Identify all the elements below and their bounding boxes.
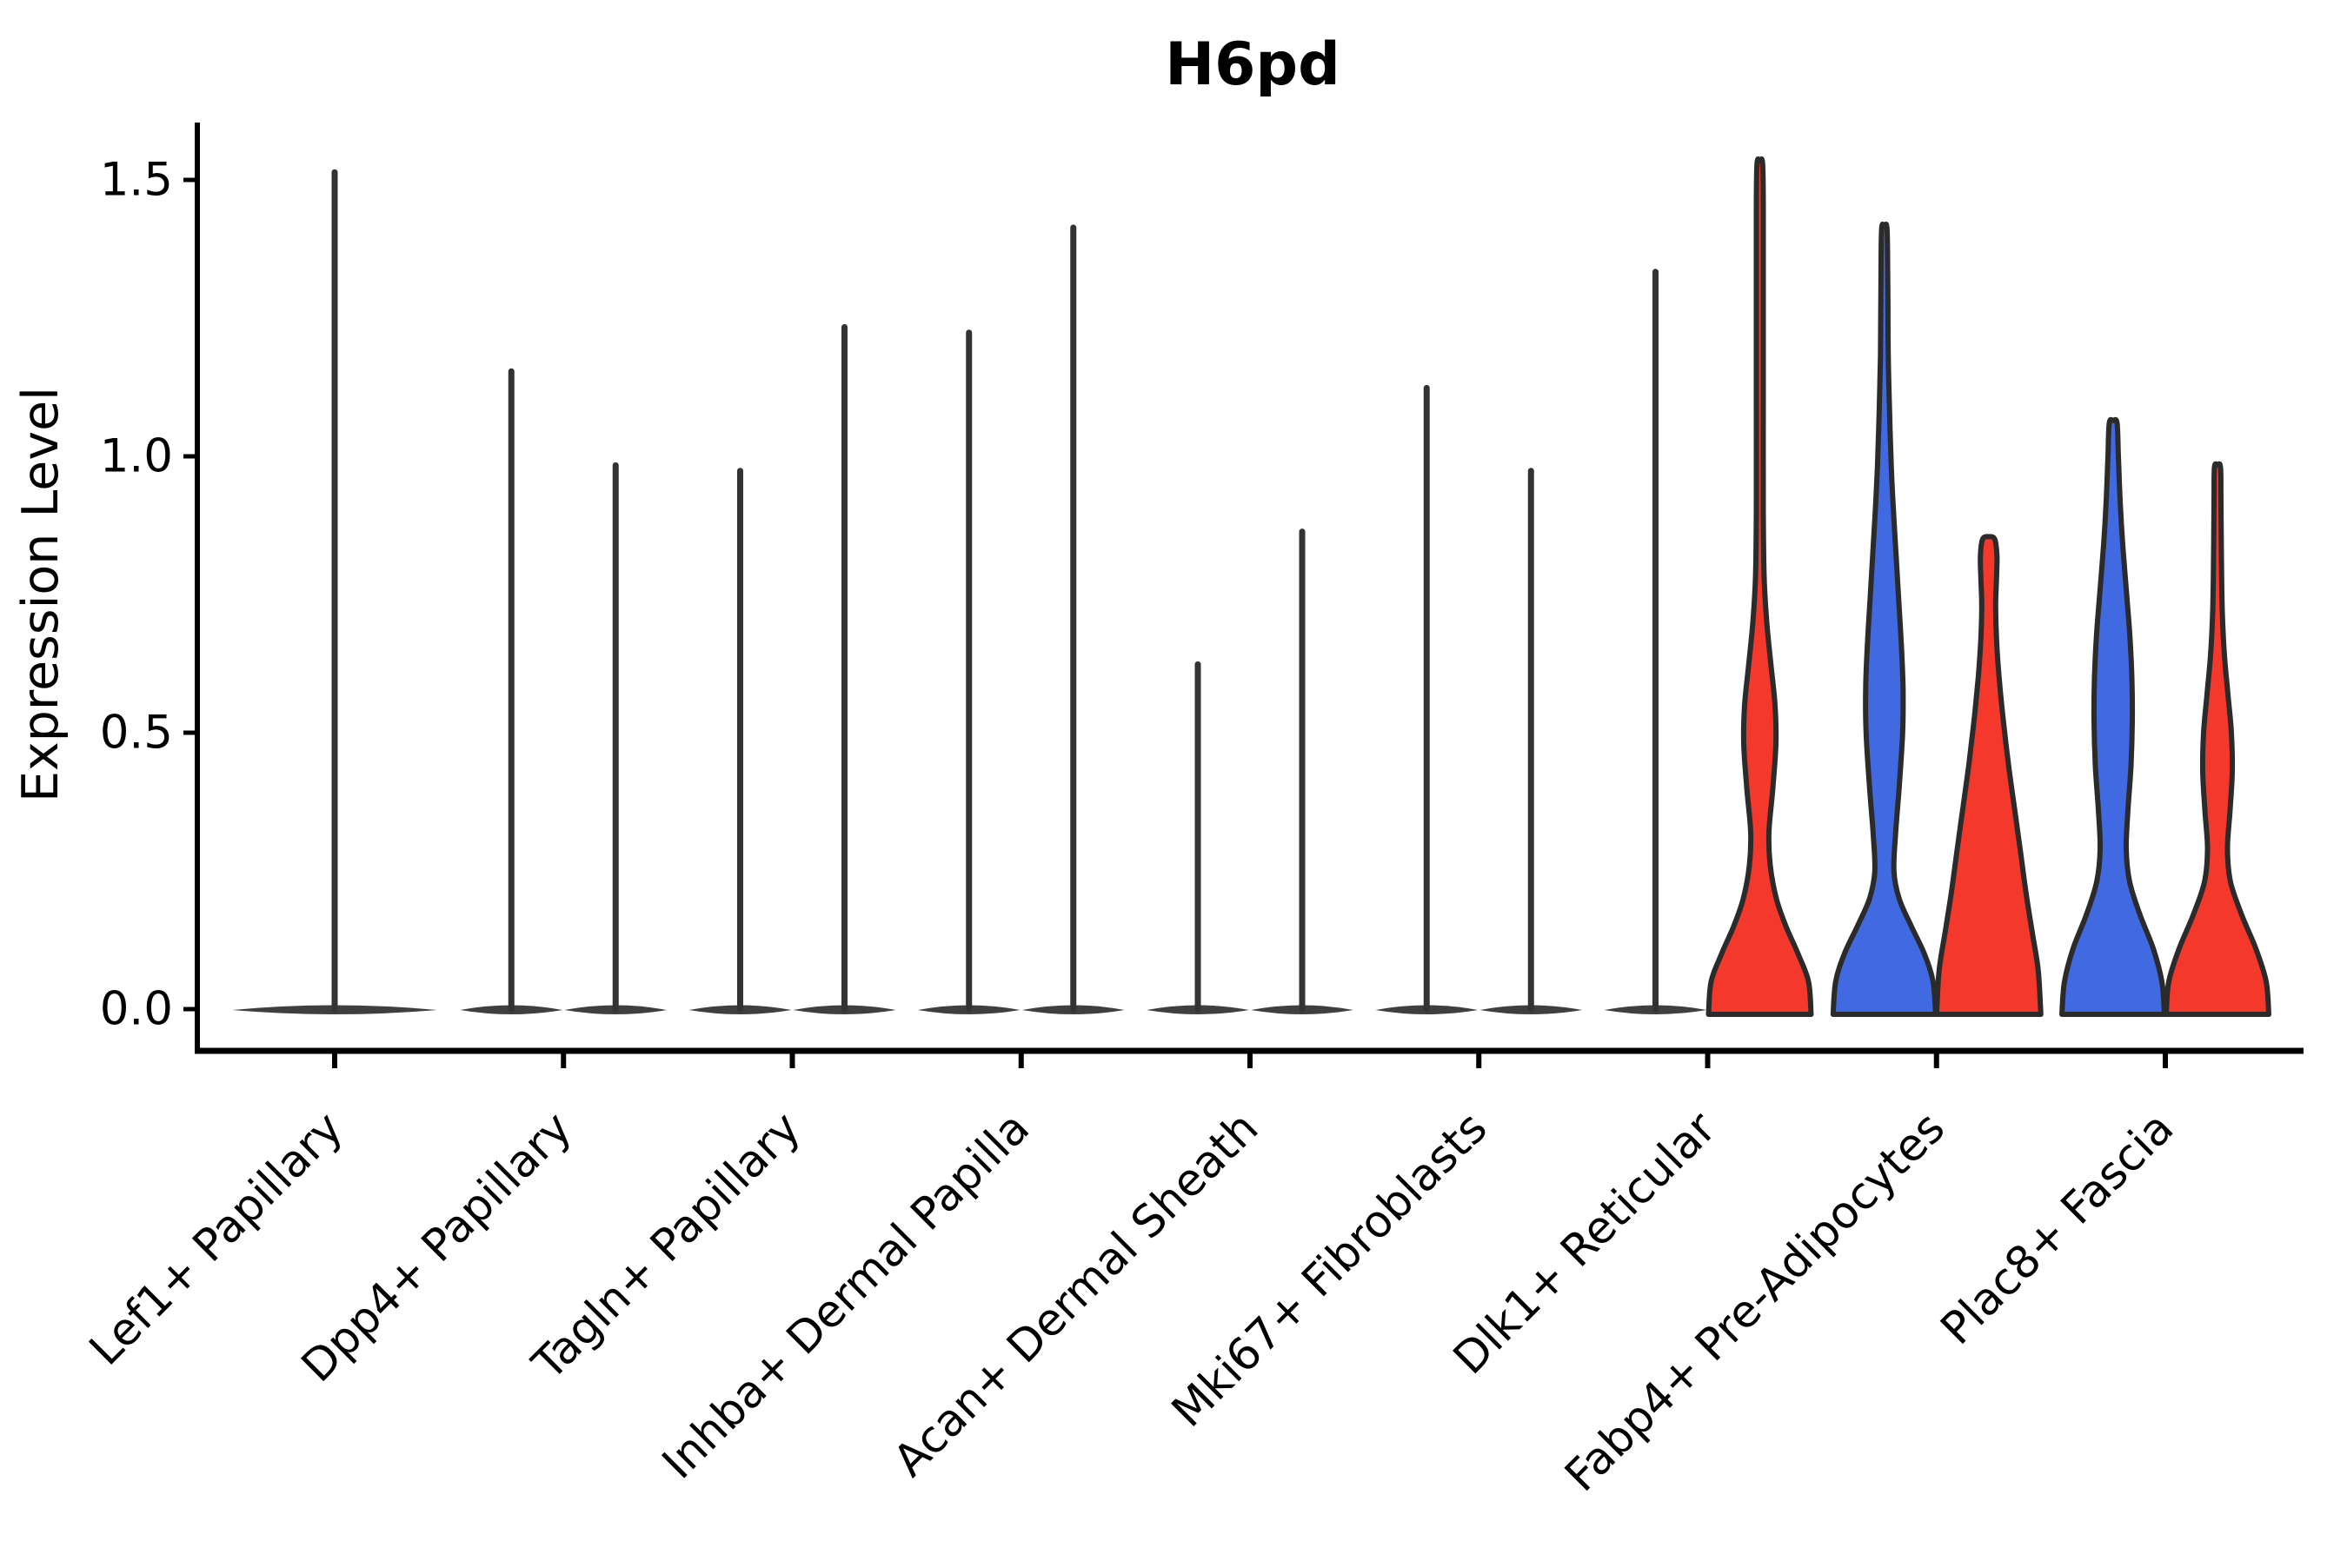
violin-filled-6-right bbox=[1705, 156, 1814, 1017]
y-tick-label: 1.5 bbox=[100, 154, 173, 207]
violin-filled-8-left bbox=[2059, 416, 2167, 1017]
violin-filled-7-right bbox=[1933, 534, 2044, 1017]
x-category-label: Acan+ Dermal Sheath bbox=[884, 1102, 1268, 1486]
chart-title: H6pd bbox=[1165, 30, 1340, 99]
y-tick-label: 1.0 bbox=[100, 430, 173, 483]
y-axis-title: Expression Level bbox=[12, 387, 70, 802]
x-category-label: Plac8+ Fascia bbox=[1931, 1102, 2184, 1354]
x-category-label: Lef1+ Papillary bbox=[80, 1102, 353, 1375]
x-category-label: Inhba+ Dermal Papilla bbox=[653, 1102, 1040, 1489]
y-tick-label: 0.0 bbox=[100, 983, 173, 1036]
violin-filled-8-right bbox=[2164, 461, 2271, 1017]
y-tick-label: 0.5 bbox=[100, 707, 173, 760]
x-category-label: Fabp4+ Pre-Adipocytes bbox=[1556, 1102, 1955, 1501]
violin-filled-7-left bbox=[1830, 221, 1938, 1017]
